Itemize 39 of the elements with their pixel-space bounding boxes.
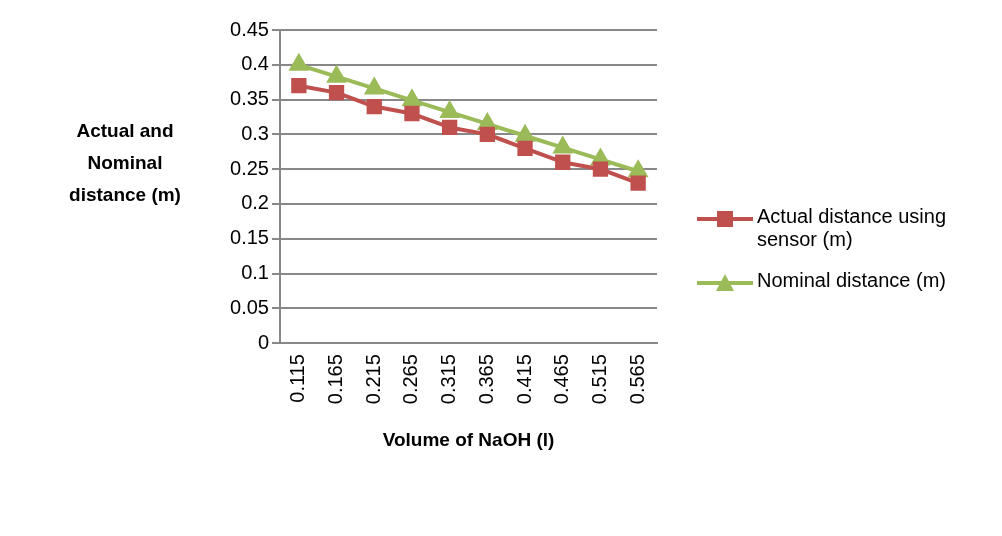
x-tick-label: 0.465 [550,354,573,405]
point [555,154,571,170]
y-tick-label: 0.4 [241,52,269,75]
x-tick-label: 0.565 [625,354,648,405]
point [328,84,345,101]
y-tick-label: 0.15 [230,226,269,249]
x-tick-label: 0.415 [512,354,535,405]
point [517,140,533,156]
point [479,126,496,143]
y-tick-label: 0.45 [230,17,269,40]
legend-label: Actual distance using sensor (m) [757,205,947,251]
point [592,161,609,177]
y-tick-label: 0.2 [241,191,269,214]
point [630,175,646,191]
point [440,102,459,119]
y-axis-title: Actual and Nominal distance (m) [68,119,182,207]
x-tick-label: 0.165 [324,354,347,405]
point [403,90,421,107]
x-tick-label: 0.215 [361,354,384,405]
y-tick-label: 0.35 [230,87,269,110]
x-axis-title: Volume of NaOH (l) [382,428,555,450]
x-tick-label: 0.265 [399,354,422,405]
y-tick-label: 0.05 [230,295,269,318]
y-tick-label: 0.25 [230,156,269,179]
x-tick-label: 0.115 [286,354,309,403]
point [326,64,347,83]
x-tick-label: 0.365 [474,354,497,405]
y-tick-label: 0.3 [241,121,269,144]
point [629,161,648,178]
legend-label: Nominal distance (m) [757,269,946,292]
point [404,105,420,122]
point [516,125,534,142]
x-tick-label: 0.315 [437,354,460,405]
point [366,98,382,115]
y-tick-label: 0 [257,330,269,353]
y-tick-label: 0.1 [241,261,269,284]
x-tick-label: 0.515 [587,354,610,405]
point [441,119,458,136]
point [365,78,384,95]
